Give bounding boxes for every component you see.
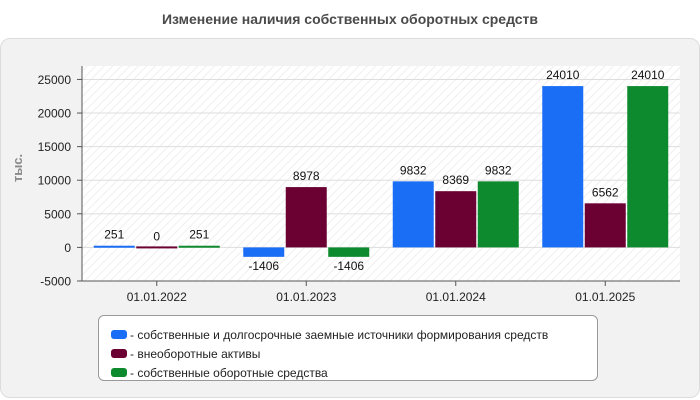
chart-title: Изменение наличия собственных оборотных … (161, 11, 539, 27)
data-label: 24010 (631, 68, 665, 82)
y-tick-label: 10000 (38, 174, 72, 188)
legend-swatch (111, 368, 127, 377)
bars (93, 86, 669, 257)
data-label: 24010 (546, 68, 580, 82)
bar (584, 203, 626, 248)
bar (93, 245, 135, 248)
x-tick-label: 01.01.2024 (426, 290, 486, 304)
legend-item: - внеоборотные активы (111, 344, 597, 363)
bar (542, 86, 584, 248)
data-label: 8978 (293, 169, 320, 183)
bar (136, 246, 178, 249)
y-tick-label: 15000 (38, 140, 72, 154)
axes: -5000 0 5000 10000 15000 20000 25000 01.01.2022… (38, 66, 680, 304)
bar (435, 191, 477, 248)
y-tick-label: 5000 (44, 207, 71, 221)
data-label: 6562 (592, 185, 619, 199)
data-label: 9832 (485, 163, 512, 177)
bar (477, 181, 519, 248)
y-tick-label: 20000 (38, 107, 72, 121)
y-tick-label: 0 (64, 241, 71, 255)
data-label: 9832 (400, 163, 427, 177)
bar (243, 247, 285, 257)
x-tick-label: 01.01.2022 (127, 290, 187, 304)
legend-swatch (111, 349, 127, 358)
legend: - собственные и долгосрочные заемные ист… (98, 315, 598, 381)
data-label: 8369 (442, 173, 469, 187)
legend-item: - собственные оборотные средства (111, 363, 597, 382)
data-labels: 251 0 251 -1406 8978 -1406 9832 8369 9832 24010 65… (104, 68, 665, 273)
y-axis-label: тыс. (10, 154, 25, 182)
y-tick-label: 25000 (38, 73, 72, 87)
bar (627, 86, 669, 248)
bar (285, 187, 327, 248)
x-tick-label: 01.01.2025 (575, 290, 635, 304)
bar (392, 181, 434, 248)
legend-swatch (111, 330, 127, 339)
bar (328, 247, 370, 257)
data-label: 251 (189, 228, 209, 242)
data-label: -1406 (248, 259, 279, 273)
legend-item: - собственные и долгосрочные заемные ист… (111, 325, 597, 344)
data-label: 251 (104, 228, 124, 242)
data-label: -1406 (333, 259, 364, 273)
data-label: 0 (153, 229, 160, 243)
legend-label: - собственные оборотные средства (130, 365, 328, 380)
legend-label: - внеоборотные активы (130, 346, 261, 361)
y-tick-label: -5000 (40, 275, 71, 289)
bar (178, 245, 220, 248)
x-tick-label: 01.01.2023 (276, 290, 336, 304)
legend-label: - собственные и долгосрочные заемные ист… (130, 327, 549, 342)
plot-area (82, 66, 680, 281)
